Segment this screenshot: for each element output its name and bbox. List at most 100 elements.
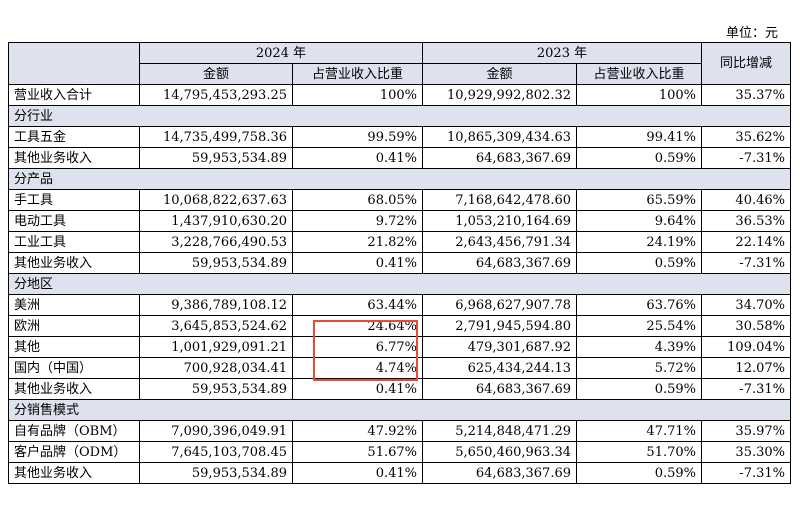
yoy-cell: 109.04% (701, 336, 791, 358)
ratio-2024-header: 占营业收入比重 (292, 63, 423, 85)
ratio-2024-cell: 4.74% (292, 357, 423, 379)
ratio-2023-cell: 5.72% (576, 357, 702, 379)
ratio-2024-cell: 0.41% (292, 147, 423, 169)
yoy-cell: 12.07% (701, 357, 791, 379)
section-row: 分产品 (8, 168, 791, 190)
amount-2023-cell: 5,650,460,963.34 (422, 441, 577, 463)
amount-2024-header: 金额 (139, 63, 293, 85)
amount-2023-cell: 10,865,309,434.63 (422, 126, 577, 148)
table-row: 其他业务收入 59,953,534.89 0.41% 64,683,367.69 0.5… (8, 252, 791, 274)
amount-2024-cell: 59,953,534.89 (139, 147, 293, 169)
ratio-2024-cell: 68.05% (292, 189, 423, 211)
row-label: 其他业务收入 (8, 378, 140, 400)
amount-2024-cell: 14,735,499,758.36 (139, 126, 293, 148)
row-label: 客户品牌（ODM） (8, 441, 140, 463)
row-label: 欧洲 (8, 315, 140, 337)
ratio-2024-cell: 100% (292, 84, 423, 106)
amount-2024-cell: 1,001,929,091.21 (139, 336, 293, 358)
row-label: 营业收入合计 (8, 84, 140, 106)
ratio-2023-cell: 4.39% (576, 336, 702, 358)
amount-2023-cell: 2,791,945,594.80 (422, 315, 577, 337)
table-row: 营业收入合计 14,795,453,293.25 100% 10,929,992,80… (8, 84, 791, 106)
amount-2024-cell: 59,953,534.89 (139, 378, 293, 400)
label-header-cell (8, 42, 140, 85)
unit-label: 单位：元 (725, 26, 778, 41)
amount-2023-cell: 479,301,687.92 (422, 336, 577, 358)
ratio-2024-cell: 0.41% (292, 462, 423, 484)
yoy-cell: -7.31% (701, 378, 791, 400)
ratio-2023-cell: 9.64% (576, 210, 702, 232)
table-row: 工业工具 3,228,766,490.53 21.82% 2,643,456,791.… (8, 231, 791, 253)
table-row: 其他 1,001,929,091.21 6.77% 479,301,687.92 4.3… (8, 336, 791, 358)
amount-2024-cell: 14,795,453,293.25 (139, 84, 293, 106)
amount-2024-cell: 59,953,534.89 (139, 462, 293, 484)
ratio-2024-cell: 24.64% (292, 315, 423, 337)
yoy-cell: 36.53% (701, 210, 791, 232)
ratio-2024-cell: 0.41% (292, 378, 423, 400)
row-label: 自有品牌（OBM） (8, 420, 140, 442)
table-row: 工具五金 14,735,499,758.36 99.59% 10,865,309,43… (8, 126, 791, 148)
amount-2023-cell: 7,168,642,478.60 (422, 189, 577, 211)
ratio-2023-cell: 65.59% (576, 189, 702, 211)
section-row: 分行业 (8, 105, 791, 127)
amount-2024-cell: 7,645,103,708.45 (139, 441, 293, 463)
ratio-2023-cell: 0.59% (576, 147, 702, 169)
amount-2023-cell: 64,683,367.69 (422, 462, 577, 484)
yoy-cell: 35.37% (701, 84, 791, 106)
amount-2023-cell: 6,968,627,907.78 (422, 294, 577, 316)
amount-2024-cell: 3,645,853,524.62 (139, 315, 293, 337)
yoy-cell: -7.31% (701, 462, 791, 484)
table-row: 手工具 10,068,822,637.63 68.05% 7,168,642,478.… (8, 189, 791, 211)
ratio-2024-cell: 0.41% (292, 252, 423, 274)
amount-2023-cell: 64,683,367.69 (422, 147, 577, 169)
section-label: 分产品 (8, 168, 791, 190)
amount-2024-cell: 3,228,766,490.53 (139, 231, 293, 253)
amount-2023-cell: 64,683,367.69 (422, 378, 577, 400)
ratio-2023-cell: 25.54% (576, 315, 702, 337)
amount-2024-cell: 7,090,396,049.91 (139, 420, 293, 442)
amount-2023-cell: 5,214,848,471.29 (422, 420, 577, 442)
ratio-2023-cell: 100% (576, 84, 702, 106)
table-row: 客户品牌（ODM） 7,645,103,708.45 51.67% 5,650,460… (8, 441, 791, 463)
ratio-2024-cell: 63.44% (292, 294, 423, 316)
section-label: 分销售模式 (8, 399, 791, 421)
amount-2023-cell: 625,434,244.13 (422, 357, 577, 379)
yoy-cell: -7.31% (701, 252, 791, 274)
ratio-2023-cell: 24.19% (576, 231, 702, 253)
yoy-cell: 40.46% (701, 189, 791, 211)
row-label: 美洲 (8, 294, 140, 316)
ratio-2023-header: 占营业收入比重 (576, 63, 702, 85)
ratio-2023-cell: 47.71% (576, 420, 702, 442)
row-label: 手工具 (8, 189, 140, 211)
ratio-2023-cell: 51.70% (576, 441, 702, 463)
amount-2024-cell: 9,386,789,108.12 (139, 294, 293, 316)
table-row: 其他业务收入 59,953,534.89 0.41% 64,683,367.69 0.5… (8, 378, 791, 400)
ratio-2024-cell: 99.59% (292, 126, 423, 148)
ratio-2024-cell: 51.67% (292, 441, 423, 463)
ratio-2023-cell: 63.76% (576, 294, 702, 316)
row-label: 其他业务收入 (8, 252, 140, 274)
ratio-2023-cell: 0.59% (576, 462, 702, 484)
table-row: 电动工具 1,437,910,630.20 9.72% 1,053,210,164.6… (8, 210, 791, 232)
ratio-2024-cell: 47.92% (292, 420, 423, 442)
revenue-table: 2024 年 2023 年 同比增减 金额 占营业收入比重 金额 占营业收入比重… (8, 42, 791, 484)
ratio-2024-cell: 9.72% (292, 210, 423, 232)
yoy-cell: -7.31% (701, 147, 791, 169)
table-row: 自有品牌（OBM） 7,090,396,049.91 47.92% 5,214,848… (8, 420, 791, 442)
table-row: 欧洲 3,645,853,524.62 24.64% 2,791,945,594.80… (8, 315, 791, 337)
section-row: 分销售模式 (8, 399, 791, 421)
ratio-2023-cell: 99.41% (576, 126, 702, 148)
year-2024-header: 2024 年 (139, 42, 423, 64)
ratio-2024-cell: 6.77% (292, 336, 423, 358)
ratio-2023-cell: 0.59% (576, 378, 702, 400)
table-row: 美洲 9,386,789,108.12 63.44% 6,968,627,907.78… (8, 294, 791, 316)
year-2023-header: 2023 年 (422, 42, 702, 64)
amount-2023-cell: 64,683,367.69 (422, 252, 577, 274)
yoy-cell: 30.58% (701, 315, 791, 337)
amount-2023-cell: 10,929,992,802.32 (422, 84, 577, 106)
table-header: 2024 年 2023 年 同比增减 金额 占营业收入比重 金额 占营业收入比重 (8, 42, 791, 85)
ratio-2024-cell: 21.82% (292, 231, 423, 253)
row-label: 工业工具 (8, 231, 140, 253)
yoy-cell: 35.62% (701, 126, 791, 148)
section-row: 分地区 (8, 273, 791, 295)
